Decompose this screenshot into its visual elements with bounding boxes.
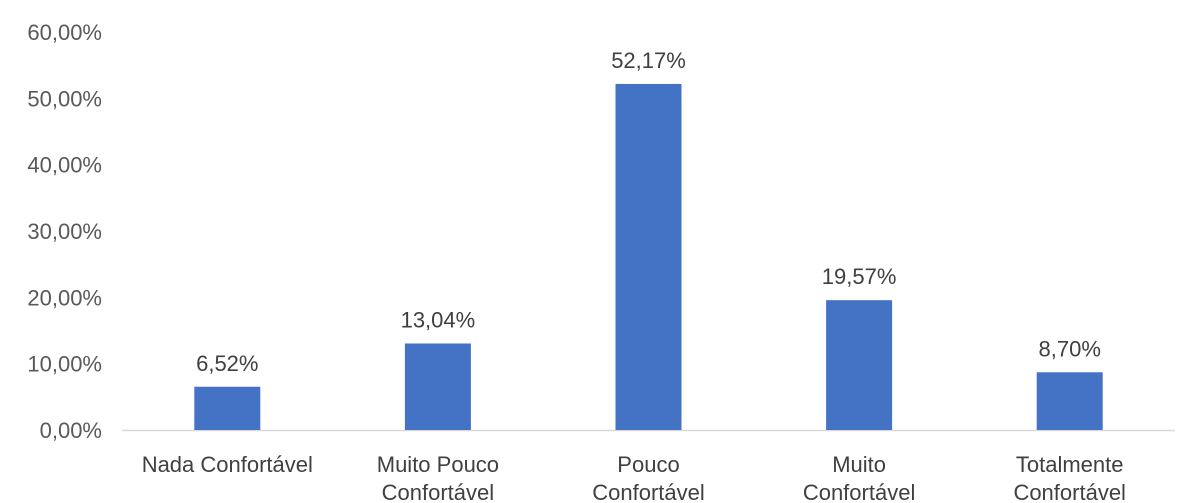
x-category-label: Muito Pouco Confortável <box>377 452 499 503</box>
x-category-label: Pouco Confortável <box>592 452 705 503</box>
y-tick-label: 60,00% <box>27 20 102 45</box>
data-label: 8,70% <box>1039 336 1101 361</box>
data-labels: 6,52% 13,04% 52,17% 19,57% 8,70% <box>196 48 1101 376</box>
bar <box>404 343 471 430</box>
bars <box>194 83 1103 431</box>
x-category-label: Totalmente Confortável <box>1013 452 1126 503</box>
y-tick-label: 0,00% <box>40 418 102 443</box>
data-label: 52,17% <box>611 48 686 73</box>
x-category-label: Nada Confortável <box>142 452 313 477</box>
data-label: 13,04% <box>401 308 476 333</box>
bar <box>194 386 261 430</box>
bar <box>826 300 893 430</box>
y-tick-label: 50,00% <box>27 86 102 111</box>
data-label: 19,57% <box>822 264 897 289</box>
bar <box>615 83 682 431</box>
y-tick-label: 40,00% <box>27 153 102 178</box>
y-tick-label: 30,00% <box>27 219 102 244</box>
x-category-label: Muito Confortável <box>803 452 916 503</box>
x-axis-category-labels: Nada Confortável Muito Pouco Confortável Po… <box>142 452 1126 503</box>
data-label: 6,52% <box>196 351 258 376</box>
bar <box>1036 372 1103 430</box>
y-tick-label: 20,00% <box>27 285 102 310</box>
y-tick-label: 10,00% <box>27 352 102 377</box>
y-axis-tick-labels: 0,00% 10,00% 20,00% 30,00% 40,00% 50,00% 60,00… <box>27 20 102 443</box>
